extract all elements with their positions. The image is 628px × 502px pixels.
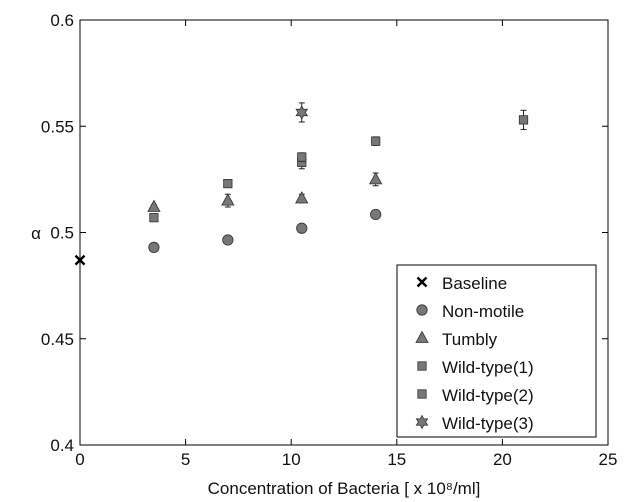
y-tick-label: 0.4 [50, 436, 74, 455]
legend-label-wild-type-2: Wild-type(2) [442, 386, 534, 405]
y-tick-label: 0.55 [41, 117, 74, 136]
wild-type-3-point [295, 105, 309, 120]
legend-marker-wild-type-2 [417, 389, 427, 399]
tumbly-point [369, 172, 383, 185]
x-tick-label: 5 [181, 450, 190, 469]
legend-marker-wild-type-3 [415, 414, 429, 430]
x-tick-label: 20 [493, 450, 512, 469]
legend-marker-baseline [416, 276, 428, 288]
data-marks [74, 102, 529, 266]
x-tick-label: 0 [75, 450, 84, 469]
legend-label-wild-type-3: Wild-type(3) [442, 414, 534, 433]
x-tick-label: 15 [387, 450, 406, 469]
legend-marker-non-motile [416, 304, 428, 316]
y-axis-label: α [31, 224, 41, 243]
non-motile-point [370, 208, 382, 221]
axis-ticks: 0 5 10 15 20 25 0.4 0.45 0.5 0.55 0.6 [41, 11, 618, 469]
legend-label-wild-type-1: Wild-type(1) [442, 358, 534, 377]
legend-label-non-motile: Non-motile [442, 302, 524, 321]
tumbly-point [147, 199, 161, 212]
wild-type-1-point [371, 136, 381, 146]
legend-marker-wild-type-1 [417, 361, 427, 371]
non-motile-point [148, 241, 160, 253]
x-axis-label: Concentration of Bacteria [ x 10⁸/ml] [208, 479, 481, 498]
tumbly-point [221, 193, 235, 206]
legend-box [396, 264, 597, 438]
baseline-point [74, 254, 86, 266]
wild-type-2-point [518, 115, 529, 125]
legend: Baseline Non-motile Tumbly Wild-type(1) Wild… [396, 264, 597, 438]
legend-marker-tumbly [415, 330, 429, 343]
wild-type-1-point [149, 213, 159, 223]
y-tick-label: 0.5 [50, 224, 74, 243]
non-motile-point [296, 222, 308, 234]
legend-label-baseline: Baseline [442, 274, 507, 293]
x-tick-label: 10 [282, 450, 301, 469]
y-tick-label: 0.45 [41, 330, 74, 349]
y-tick-label: 0.6 [50, 11, 74, 30]
x-tick-label: 25 [599, 450, 618, 469]
wild-type-1-point [223, 179, 233, 189]
tumbly-point [295, 191, 309, 204]
legend-label-tumbly: Tumbly [442, 330, 498, 349]
legend-items: Baseline Non-motile Tumbly Wild-type(1) Wild… [415, 274, 534, 433]
non-motile-point [222, 234, 234, 246]
wild-type-2-point [297, 152, 307, 162]
